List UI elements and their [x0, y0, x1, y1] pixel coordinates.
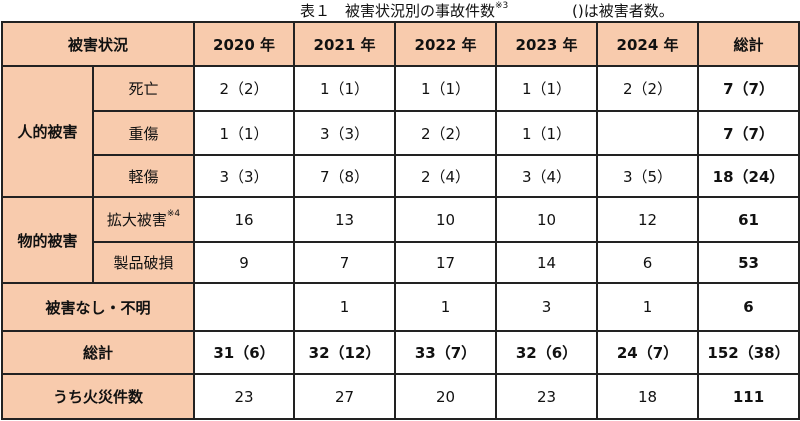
cell: 1（1） [495, 110, 599, 156]
table-caption: 表１ 被害状況別の事故件数※3 ()は被害者数。 [0, 1, 800, 21]
cell: 3（4） [495, 154, 599, 198]
cell: 1 [293, 282, 397, 332]
total-cell: 18（24） [697, 154, 800, 198]
cell: 32（6） [495, 330, 599, 375]
cell: 27 [293, 373, 397, 420]
caption-main: 表１ 被害状況別の事故件数※3 [300, 1, 509, 20]
cell: 17 [394, 241, 498, 284]
table-row: 総計 31（6） 32（12） 33（7） 32（6） 24（7） 152（38… [0, 330, 800, 375]
total-cell: 111 [697, 373, 800, 420]
header-row: 被害状況 2020 年 2021 年 2022 年 2023 年 2024 年 … [0, 21, 800, 67]
table-row: 軽傷 3（3） 7（8） 2（4） 3（4） 3（5） 18（24） [2, 154, 800, 198]
cell: 10 [495, 196, 599, 243]
cell: 9 [193, 241, 296, 284]
row-label: 総計 [0, 330, 196, 375]
cell: 13 [293, 196, 397, 243]
cell: 3（3） [193, 154, 296, 198]
cell: 33（7） [394, 330, 498, 375]
cell: 18 [596, 373, 700, 420]
header-year: 2024 年 [596, 21, 700, 67]
cell: 10 [394, 196, 498, 243]
header-year: 2023 年 [495, 21, 599, 67]
cell: 2（2） [394, 110, 498, 156]
cell: 1（1） [394, 65, 498, 112]
cell: 2（2） [193, 65, 296, 112]
cell: 23 [495, 373, 599, 420]
cell: 14 [495, 241, 599, 284]
header-year: 2022 年 [394, 21, 498, 67]
cell: 16 [193, 196, 296, 243]
total-cell: 53 [697, 241, 800, 284]
cell: 32（12） [293, 330, 397, 375]
cell: 1 [394, 282, 498, 332]
cell: 7（8） [293, 154, 397, 198]
cell: 31（6） [193, 330, 296, 375]
cell: 3 [495, 282, 599, 332]
row-label: 軽傷 [91, 154, 196, 198]
cell: 12 [596, 196, 700, 243]
cell: 1 [596, 282, 700, 332]
table-row: 製品破損 9 7 17 14 6 53 [2, 241, 800, 284]
header-year: 2021 年 [293, 21, 397, 67]
row-label: 重傷 [91, 110, 196, 156]
damage-table: 被害状況 2020 年 2021 年 2022 年 2023 年 2024 年 … [0, 21, 800, 420]
table-row: 被害なし・不明 1 1 3 1 6 [0, 282, 800, 332]
row-label: 被害なし・不明 [0, 282, 196, 332]
cell: 7 [293, 241, 397, 284]
header-category: 被害状況 [0, 21, 196, 67]
cell: 6 [596, 241, 700, 284]
header-total: 総計 [697, 21, 800, 67]
cell: 1（1） [193, 110, 296, 156]
cell: 3（3） [293, 110, 397, 156]
table-row: 物的被害 拡大被害※4 16 13 10 10 12 61 [1, 196, 800, 284]
cell: 1（1） [293, 65, 397, 112]
table-row: 人的被害 死亡 2（2） 1（1） 1（1） 1（1） 2（2） 7（7） [1, 65, 800, 198]
header-year: 2020 年 [193, 21, 296, 67]
caption-note: ()は被害者数。 [572, 2, 674, 20]
cell [193, 282, 296, 332]
row-label: 死亡 [91, 65, 196, 112]
group-human: 人的被害 [1, 65, 94, 198]
cell: 1（1） [495, 65, 599, 112]
row-label: 拡大被害※4 [91, 196, 196, 243]
total-cell: 61 [697, 196, 800, 243]
cell: 3（5） [596, 154, 700, 198]
total-cell: 6 [697, 282, 800, 332]
total-cell: 7（7） [697, 65, 800, 112]
table-row: 重傷 1（1） 3（3） 2（2） 1（1） 7（7） [2, 110, 800, 156]
cell: 20 [394, 373, 498, 420]
cell: 2（2） [596, 65, 700, 112]
total-cell: 7（7） [697, 110, 800, 156]
total-cell: 152（38） [697, 330, 800, 375]
row-label: 製品破損 [91, 241, 196, 284]
row-label: うち火災件数 [0, 373, 196, 420]
table-row: うち火災件数 23 27 20 23 18 111 [0, 373, 800, 420]
cell: 2（4） [394, 154, 498, 198]
cell: 24（7） [596, 330, 700, 375]
cell [596, 110, 700, 156]
group-property: 物的被害 [1, 196, 94, 284]
cell: 23 [193, 373, 296, 420]
